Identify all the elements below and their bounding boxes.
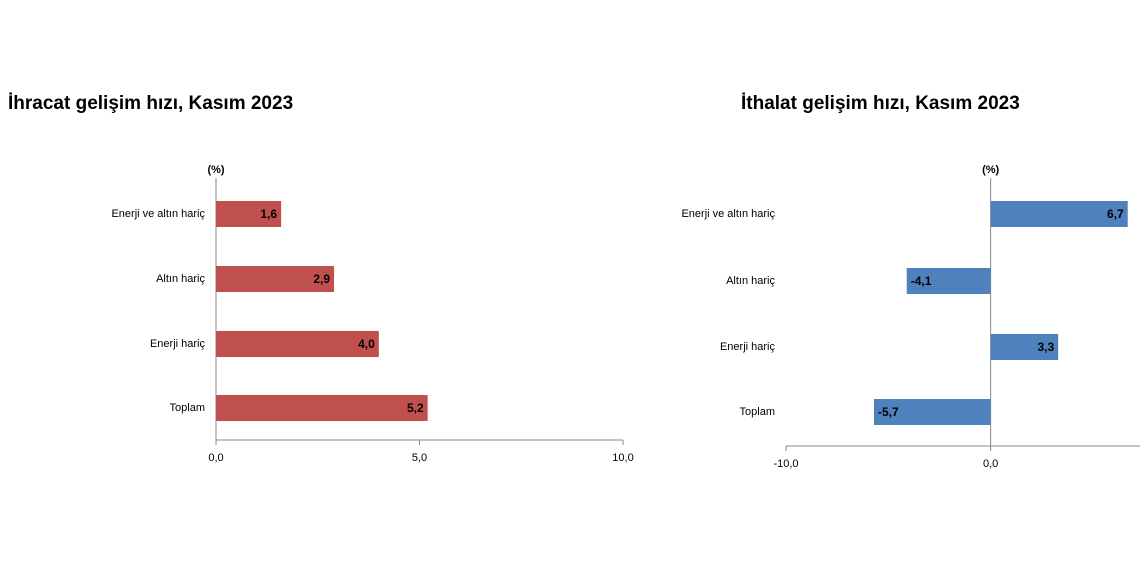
category-label: Enerji hariç — [150, 338, 206, 350]
bar — [873, 399, 991, 425]
bar — [990, 201, 1128, 227]
x-tick-label: 5,0 — [412, 452, 427, 464]
chart-title: İthalat gelişim hızı, Kasım 2023 — [741, 93, 1020, 114]
x-tick-label: 10,0 — [612, 452, 633, 464]
x-tick-label: -10,0 — [773, 458, 798, 470]
category-label: Enerji hariç — [720, 341, 776, 353]
bar — [990, 334, 1059, 360]
value-label: 4,0 — [358, 337, 375, 351]
bar — [906, 268, 991, 294]
value-label: -5,7 — [878, 405, 899, 419]
x-tick-label: 0,0 — [208, 452, 223, 464]
bar — [216, 331, 379, 357]
value-label: -4,1 — [911, 274, 932, 288]
category-label: Toplam — [170, 402, 205, 414]
category-label: Altın hariç — [726, 275, 775, 287]
bar — [216, 266, 335, 292]
category-label: Enerji ve altın hariç — [681, 208, 775, 220]
category-label: Toplam — [740, 406, 775, 418]
category-label: Altın hariç — [156, 273, 205, 285]
value-label: 5,2 — [407, 401, 424, 415]
bar — [216, 395, 428, 421]
value-label: 3,3 — [1037, 340, 1054, 354]
category-label: Enerji ve altın hariç — [111, 208, 205, 220]
bar — [216, 201, 282, 227]
x-tick-label: 0,0 — [983, 458, 998, 470]
value-label: 6,7 — [1107, 207, 1124, 221]
chart-title: İhracat gelişim hızı, Kasım 2023 — [8, 93, 293, 114]
axis-unit: (%) — [982, 164, 999, 176]
axis-unit: (%) — [207, 164, 224, 176]
value-label: 2,9 — [313, 272, 330, 286]
value-label: 1,6 — [260, 207, 277, 221]
